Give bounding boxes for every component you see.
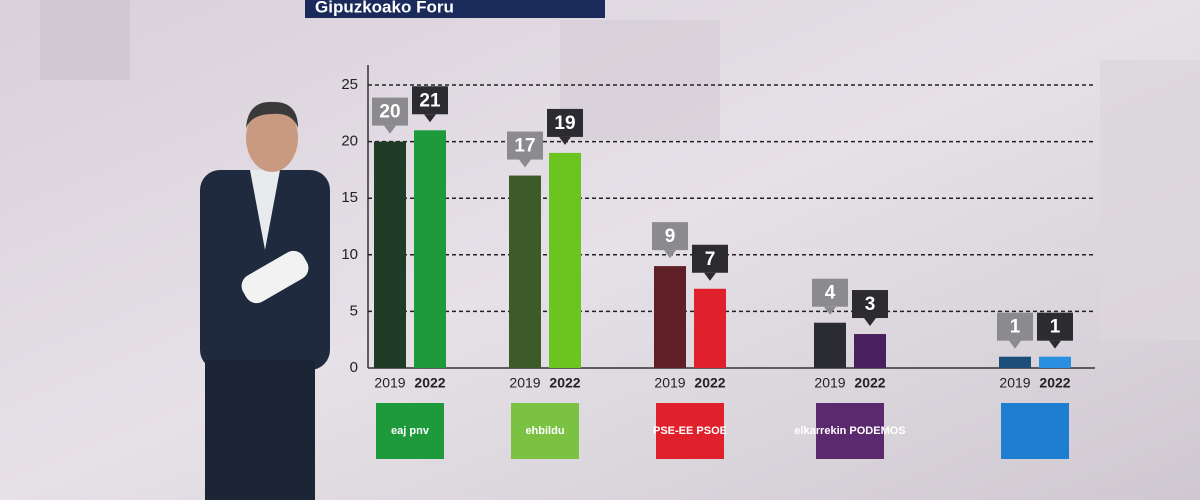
presenter-legs <box>205 360 315 500</box>
value-label-box <box>997 312 1033 341</box>
x-series-label: 2022 <box>1039 375 1070 391</box>
x-series-label: 2019 <box>509 375 540 391</box>
x-series-label: 2022 <box>854 375 885 391</box>
presenter-hair <box>246 101 298 128</box>
value-label-pointer <box>704 272 716 281</box>
x-series-label: 2022 <box>694 375 725 391</box>
x-tick-label: elkarrekin PODEMOS <box>794 425 905 437</box>
value-label-pointer <box>664 250 676 259</box>
value-label: 1 <box>1050 317 1061 338</box>
x-series-label: 2019 <box>814 375 845 391</box>
value-label: 19 <box>554 113 575 134</box>
x-series-label: 2022 <box>549 375 580 391</box>
x-tick-label: ehbildu <box>525 425 564 437</box>
value-label-box <box>692 244 728 273</box>
value-label: 21 <box>419 90 441 111</box>
value-label-pointer <box>519 159 531 168</box>
x-series-label: 2022 <box>414 375 445 391</box>
x-tick-label: PSE-EE PSOE <box>653 425 727 437</box>
bar <box>414 130 446 368</box>
value-label-pointer <box>1009 340 1021 349</box>
value-label-box <box>852 290 888 319</box>
party-logo <box>1001 403 1069 459</box>
y-tick-label: 5 <box>350 302 358 319</box>
value-label-pointer <box>384 125 396 134</box>
party-logo <box>816 403 884 459</box>
x-series-label: 2019 <box>654 375 685 391</box>
bar <box>999 356 1031 368</box>
y-tick-label: 25 <box>341 76 358 93</box>
presenter-head <box>246 104 298 172</box>
value-label-box <box>372 97 408 126</box>
bar <box>509 175 541 368</box>
party-logo <box>656 403 724 459</box>
value-label-box <box>412 86 448 115</box>
bar <box>1039 356 1071 368</box>
bar <box>654 266 686 368</box>
x-series-label: 2019 <box>999 375 1030 391</box>
x-tick-label: eaj pnv <box>391 425 430 437</box>
value-label-pointer <box>824 306 836 315</box>
presenter-shirt <box>250 170 280 250</box>
value-label-pointer <box>864 318 876 327</box>
value-label: 4 <box>825 283 836 304</box>
bar <box>549 152 581 368</box>
value-label-box <box>652 222 688 251</box>
bar <box>814 322 846 368</box>
value-label: 7 <box>705 249 716 270</box>
value-label: 9 <box>665 226 676 247</box>
backdrop-block <box>40 0 130 80</box>
value-label: 17 <box>514 136 535 157</box>
value-label-pointer <box>424 114 436 123</box>
value-label: 1 <box>1010 317 1021 338</box>
value-label: 20 <box>379 102 400 123</box>
bar <box>374 141 406 368</box>
y-tick-label: 0 <box>350 359 358 376</box>
presenter <box>200 101 330 500</box>
y-tick-label: 15 <box>341 189 358 206</box>
party-logo <box>511 403 579 459</box>
value-label-box <box>547 108 583 137</box>
value-label-box <box>507 131 543 160</box>
value-label-box <box>812 278 848 307</box>
party-logo <box>376 403 444 459</box>
title-banner <box>305 0 605 18</box>
y-tick-label: 10 <box>341 246 358 263</box>
y-tick-label: 20 <box>341 133 358 150</box>
x-series-label: 2019 <box>374 375 405 391</box>
backdrop-block <box>560 20 720 140</box>
value-label-pointer <box>1049 340 1061 349</box>
bar <box>854 334 886 368</box>
backdrop-block <box>1100 60 1200 340</box>
chart-title: Gipuzkoako Foru <box>315 0 454 16</box>
value-label-box <box>1037 312 1073 341</box>
value-label-pointer <box>559 136 571 145</box>
value-label: 3 <box>865 294 876 315</box>
presenter-papers <box>241 250 309 304</box>
bar <box>694 288 726 368</box>
